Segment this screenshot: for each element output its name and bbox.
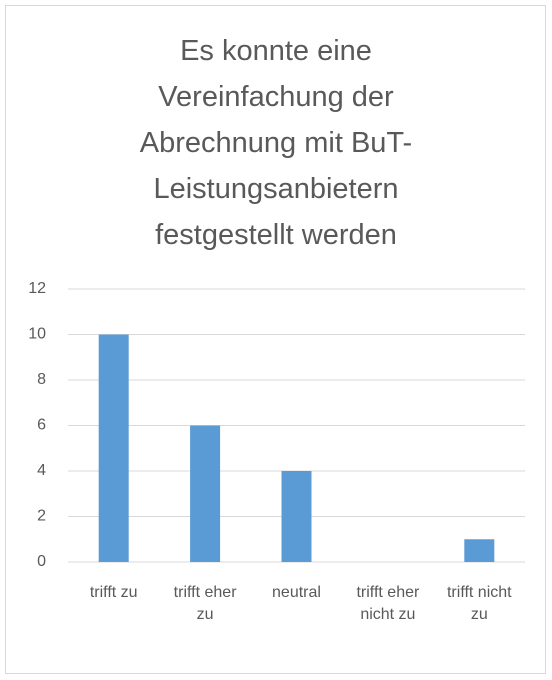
x-tick-label: trifft eher zu: [173, 584, 237, 623]
y-tick-label: 6: [37, 417, 46, 434]
y-tick-label: 12: [28, 280, 46, 297]
bar: [190, 425, 221, 562]
y-tick-label: 0: [37, 553, 46, 570]
x-tick-label: trifft nicht zu: [446, 584, 512, 623]
bar: [464, 539, 495, 562]
y-tick-label: 10: [28, 326, 46, 343]
chart-frame: [5, 5, 546, 674]
x-tick-label: trifft eher nicht zu: [356, 584, 420, 623]
chart-title: Es konnte eine Vereinfachung der Abrechn…: [139, 35, 413, 251]
x-tick-label: trifft zu: [89, 584, 138, 601]
y-tick-label: 8: [37, 371, 46, 388]
x-tick-label: neutral: [272, 584, 321, 601]
bar: [281, 471, 312, 562]
y-tick-label: 2: [37, 508, 46, 525]
y-tick-label: 4: [37, 462, 46, 479]
bar: [98, 334, 129, 562]
